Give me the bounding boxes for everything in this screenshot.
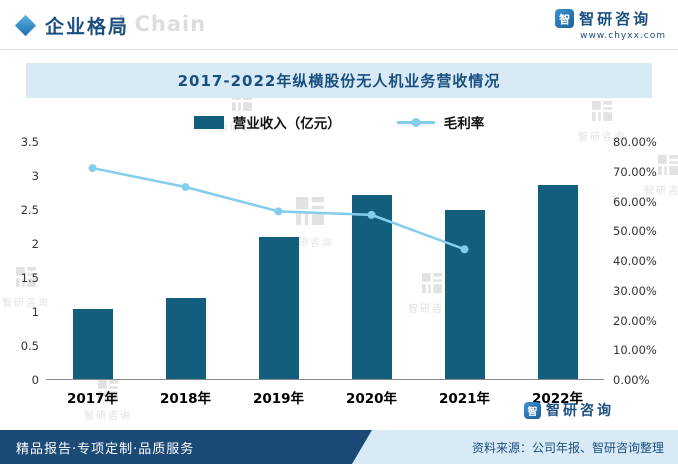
y-tick-left: 0.5 [20, 339, 39, 353]
bar-slot [325, 142, 418, 379]
y-tick-left: 2 [31, 237, 39, 251]
diamond-icon [14, 14, 37, 37]
x-tick: 2021年 [438, 391, 491, 407]
header-left: 企业格局 [14, 12, 129, 39]
brand-url: www.chyxx.com [580, 31, 666, 41]
legend-line-swatch [396, 117, 435, 127]
y-tick-right: 10.00% [613, 343, 657, 358]
watermark: 智研咨询 [2, 262, 50, 309]
legend-line-label: 毛利率 [443, 116, 485, 132]
legend-bar-label: 营业收入（亿元） [232, 116, 341, 132]
y-tick-left: 3.5 [20, 135, 39, 149]
bar [537, 184, 578, 379]
bar-slot [511, 142, 604, 379]
y-tick-right: 20.00% [613, 313, 657, 328]
x-axis: 2017年 2018年 2019年 2020年 2021年 2022年 [46, 380, 604, 407]
watermark-logo-icon [658, 155, 678, 175]
chart-title: 2017-2022年纵横股份无人机业务营收情况 [26, 63, 652, 98]
legend-bar-swatch [193, 115, 224, 129]
footer-brand: 智 智研咨询 [524, 400, 614, 420]
chart-area: 3.5 3 2.5 2 1.5 1 0.5 0 2017年 2018年 2019年 2020年 202… [16, 135, 666, 407]
footer-source: 资料来源：公司年报、智研咨询整理 [471, 440, 664, 455]
y-tick-left: 1.5 [20, 271, 39, 285]
y-tick-right: 80.00% [613, 135, 657, 149]
watermark-logo-icon [16, 267, 36, 287]
y-tick-left: 3 [31, 169, 39, 183]
watermark: 智研咨询 [644, 150, 678, 197]
header-watermark: l Chain [118, 12, 207, 36]
y-tick-right: 0.00% [613, 373, 650, 387]
bar [258, 236, 299, 379]
brand-logo-icon: 智 [555, 9, 575, 28]
footer: 精品报告·专项定制·品质服务 资料来源：公司年报、智研咨询整理 [0, 430, 678, 464]
legend-item-revenue: 营业收入（亿元） [193, 112, 341, 132]
legend-line-dot [411, 117, 421, 127]
x-tick: 2020年 [345, 391, 398, 407]
y-tick-left: 0 [31, 373, 39, 387]
section-title: 企业格局 [45, 16, 130, 38]
footer-brand-logo-icon: 智 [524, 401, 541, 419]
brand-block: 智 智研咨询 www.chyxx.com [555, 8, 666, 41]
brand-name: 智研咨询 [579, 10, 652, 28]
y-tick-right: 70.00% [613, 164, 657, 179]
footer-brand-name: 智研咨询 [546, 403, 614, 419]
bar [444, 209, 485, 379]
watermark-logo-icon [592, 101, 612, 121]
bar [72, 308, 113, 379]
footer-tagline: 精品报告·专项定制·品质服务 [0, 430, 372, 464]
watermark-logo-icon [422, 273, 442, 293]
header: l Chain 企业格局 智 智研咨询 www.chyxx.com [0, 0, 678, 50]
bar-slot [139, 142, 232, 379]
y-tick-right: 60.00% [613, 194, 657, 209]
legend: 营业收入（亿元） 毛利率 [0, 112, 678, 132]
bar-slot [232, 142, 325, 379]
x-tick: 2022年 [531, 391, 584, 407]
bar-slot [418, 142, 511, 379]
watermark: 智研咨询 [578, 96, 626, 143]
bar [165, 297, 206, 379]
x-tick: 2018年 [159, 391, 212, 407]
y-tick-right: 30.00% [613, 283, 657, 298]
y-tick-right: 50.00% [613, 224, 657, 239]
watermark-logo-icon [98, 380, 118, 400]
y-tick-right: 40.00% [613, 254, 657, 268]
x-tick: 2019年 [252, 391, 305, 407]
plot-area [46, 142, 604, 380]
x-tick: 2017年 [66, 391, 119, 407]
y-tick-left: 1 [31, 305, 39, 319]
y-axis-left: 3.5 3 2.5 2 1.5 1 0.5 0 [16, 135, 46, 387]
bar [351, 194, 392, 379]
watermark: 智研咨询 [84, 375, 132, 422]
y-axis-right: 80.00% 70.00% 60.00% 50.00% 40.00% 30.00% 20.0… [604, 135, 666, 387]
legend-item-margin: 毛利率 [396, 112, 485, 132]
bar-slot [46, 142, 139, 379]
watermark: 智研咨询 [408, 268, 456, 315]
y-tick-left: 2.5 [20, 203, 39, 217]
plot-column: 2017年 2018年 2019年 2020年 2021年 2022年 [46, 142, 604, 407]
